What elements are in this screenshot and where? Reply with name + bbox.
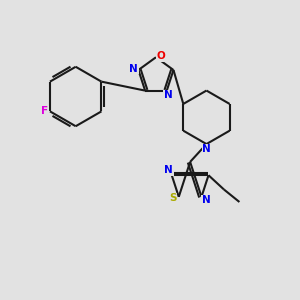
Text: N: N <box>202 144 211 154</box>
Text: N: N <box>164 90 172 100</box>
Text: N: N <box>129 64 138 74</box>
Text: S: S <box>169 193 177 203</box>
Text: N: N <box>202 195 210 206</box>
Text: O: O <box>156 51 165 61</box>
Text: N: N <box>164 165 173 175</box>
Text: F: F <box>41 106 48 116</box>
